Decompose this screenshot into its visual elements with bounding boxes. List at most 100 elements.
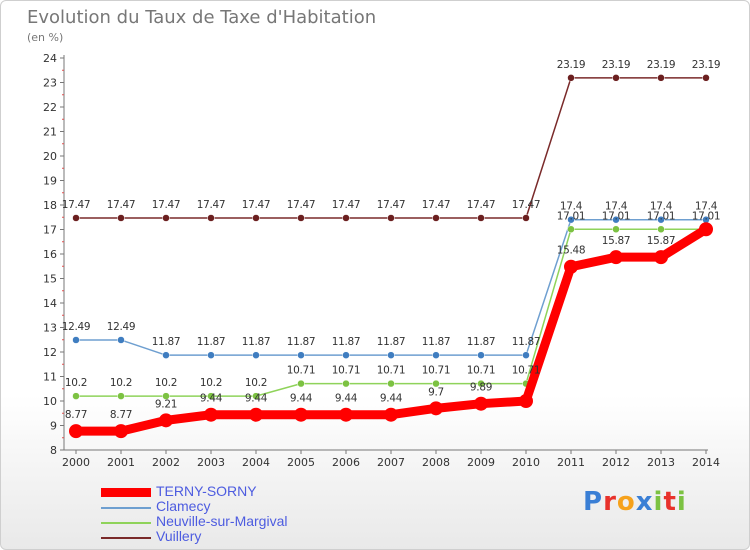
chart-subtitle: (en %) <box>27 31 64 44</box>
logo-letter: i <box>676 487 687 517</box>
logo-letter: P <box>583 487 604 517</box>
data-point <box>699 222 713 237</box>
data-label: 23.19 <box>557 59 586 71</box>
data-point <box>387 214 395 222</box>
data-label: 9.44 <box>335 393 358 405</box>
data-point <box>657 225 665 234</box>
x-tick-label: 2001 <box>107 456 135 469</box>
data-point <box>432 351 440 359</box>
data-point <box>657 215 665 224</box>
data-label: 11.87 <box>377 336 406 348</box>
data-point <box>69 424 83 439</box>
data-label: 10.71 <box>512 365 541 377</box>
data-point <box>342 379 350 388</box>
chart-title: Evolution du Taux de Taxe d'Habitation <box>27 7 377 28</box>
data-point <box>297 214 305 222</box>
data-point <box>432 379 440 388</box>
x-tick-label: 2004 <box>242 456 270 469</box>
y-tick-label: 16 <box>43 248 57 261</box>
y-tick-label: 12 <box>43 346 57 359</box>
legend-label-neuville-sur-margival: Neuville-sur-Margival <box>156 513 288 529</box>
legend-item-vuillery: Vuillery <box>101 528 361 546</box>
data-point <box>429 401 443 416</box>
data-label: 9.21 <box>155 398 177 410</box>
y-tick-label: 14 <box>43 297 57 310</box>
data-label: 11.87 <box>287 336 316 348</box>
data-label: 9.44 <box>290 393 313 405</box>
data-point <box>612 74 620 82</box>
data-label: 11.87 <box>197 336 226 348</box>
legend-swatch-vuillery <box>101 537 151 539</box>
data-label: 17.47 <box>377 199 406 211</box>
x-tick-label: 2009 <box>467 456 495 469</box>
data-point <box>207 214 215 222</box>
data-label: 23.19 <box>647 59 676 71</box>
data-point <box>477 214 485 222</box>
data-label: 11.87 <box>242 336 271 348</box>
data-label: 10.71 <box>287 365 316 377</box>
data-label: 15.87 <box>647 235 676 247</box>
logo-letter: x <box>635 487 654 517</box>
y-tick-label: 11 <box>43 371 57 384</box>
data-point <box>609 250 623 265</box>
y-tick-label: 9 <box>50 420 57 433</box>
data-label: 10.2 <box>245 377 267 389</box>
data-point <box>72 392 80 400</box>
logo-letter: o <box>616 487 636 517</box>
data-label: 17.01 <box>647 210 676 222</box>
x-tick-label: 2012 <box>602 456 630 469</box>
data-point <box>474 396 488 411</box>
data-label: 12.49 <box>62 321 91 333</box>
data-point <box>72 336 80 344</box>
y-tick-label: 19 <box>43 175 57 188</box>
data-label: 10.71 <box>377 365 406 377</box>
data-point <box>204 407 218 422</box>
proxiti-logo: Proxiti <box>583 487 693 527</box>
data-label: 8.77 <box>65 409 87 421</box>
data-label: 17.47 <box>152 199 181 211</box>
data-point <box>252 351 260 359</box>
data-point <box>117 336 125 344</box>
data-point <box>567 74 575 82</box>
data-label: 17.47 <box>197 199 226 211</box>
legend-swatch-clamecy <box>101 507 151 509</box>
legend-item-clamecy: Clamecy <box>101 498 361 516</box>
data-point <box>567 215 575 224</box>
data-point <box>387 379 395 388</box>
data-point <box>159 413 173 428</box>
data-label: 17.4 <box>650 201 673 213</box>
data-label: 23.19 <box>602 59 631 71</box>
data-point <box>339 407 353 422</box>
data-label: 17.01 <box>692 210 721 222</box>
data-point <box>654 250 668 265</box>
data-point <box>519 394 533 408</box>
data-point <box>72 214 80 222</box>
data-label: 15.87 <box>602 235 631 247</box>
data-point <box>252 214 260 222</box>
x-tick-label: 2010 <box>512 456 540 469</box>
x-tick-label: 2000 <box>62 456 90 469</box>
data-label: 17.47 <box>242 199 271 211</box>
data-label: 9.44 <box>200 393 223 405</box>
legend-item-terny-sorny: TERNY-SORNY <box>101 483 361 501</box>
logo-letter: i <box>653 487 664 517</box>
data-point <box>384 407 398 422</box>
data-point <box>207 392 215 400</box>
data-label: 23.19 <box>692 59 721 71</box>
legend-swatch-terny-sorny <box>101 488 151 497</box>
data-point <box>657 74 665 82</box>
data-label: 11.87 <box>422 336 451 348</box>
y-tick-label: 17 <box>43 224 57 237</box>
data-label: 15.48 <box>557 245 586 257</box>
legend-label-terny-sorny: TERNY-SORNY <box>156 483 257 499</box>
data-label: 10.71 <box>422 365 451 377</box>
data-label: 17.01 <box>557 210 586 222</box>
y-tick-label: 15 <box>43 273 57 286</box>
data-point <box>522 214 530 222</box>
data-point <box>432 214 440 222</box>
data-point <box>294 407 308 422</box>
data-label: 17.4 <box>695 201 718 213</box>
data-label: 12.49 <box>107 321 136 333</box>
data-label: 17.4 <box>560 201 583 213</box>
